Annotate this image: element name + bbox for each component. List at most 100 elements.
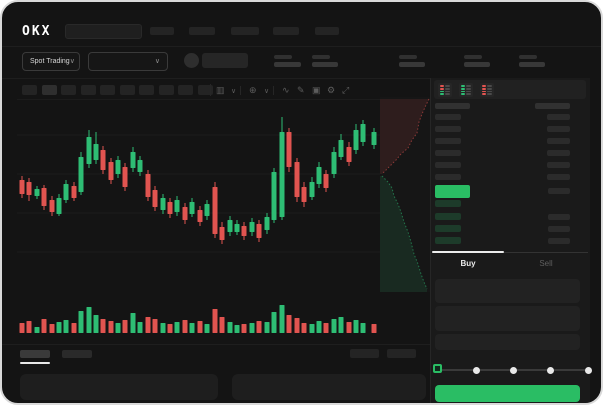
candle-body — [145, 174, 151, 197]
bottom-tab-2[interactable] — [62, 350, 92, 358]
slider-handle[interactable] — [432, 363, 442, 373]
order-form-field-1[interactable] — [435, 279, 580, 303]
book-icon-row — [461, 90, 471, 93]
volume-bar — [167, 324, 173, 333]
candle-body — [78, 157, 84, 192]
bottom-tab-1[interactable] — [20, 350, 50, 358]
volume-bar — [331, 319, 337, 333]
timeframe-pill-4[interactable] — [80, 85, 96, 95]
timeframe-pill-5[interactable] — [100, 85, 115, 95]
slider-stop-1[interactable] — [472, 366, 480, 374]
fullscreen-icon[interactable]: ⤢ — [342, 85, 350, 95]
candle-body — [346, 147, 352, 162]
timeframe-pill-1[interactable] — [22, 85, 37, 95]
candle-body — [34, 189, 40, 196]
nav-item-4[interactable] — [273, 27, 299, 35]
last-price-badge — [435, 185, 470, 198]
ask-amount-5 — [547, 162, 570, 168]
bid-price-3[interactable] — [435, 225, 461, 232]
market-type-dropdown[interactable]: Spot Trading ∨ — [22, 52, 80, 71]
tab-buy[interactable]: Buy — [460, 259, 476, 268]
indicator-icon[interactable]: ⊕ — [249, 85, 257, 95]
stat-label-4 — [464, 55, 482, 59]
slider-stop-2[interactable] — [510, 366, 517, 374]
volume-bar — [182, 320, 188, 333]
bid-price-2[interactable] — [435, 213, 461, 220]
timeframe-pill-6[interactable] — [119, 85, 135, 95]
timeframe-pill-8[interactable] — [158, 85, 174, 95]
timeframe-pill-10[interactable] — [197, 85, 213, 95]
candle-type-icon[interactable]: ▥ — [216, 85, 225, 95]
bottom-action-1[interactable] — [350, 349, 379, 358]
bid-price-4[interactable] — [435, 237, 461, 244]
settings-icon[interactable]: ⚙ — [327, 85, 336, 95]
book-bids-icon[interactable] — [459, 83, 473, 97]
ask-price-5[interactable] — [435, 162, 461, 168]
bottom-action-2[interactable] — [387, 349, 416, 358]
volume-bar — [309, 324, 315, 333]
ask-price-1[interactable] — [435, 114, 461, 120]
stat-label-3 — [399, 55, 417, 59]
candle-body — [122, 167, 128, 187]
line-icon[interactable]: ∿ — [282, 85, 290, 95]
nav-item-5[interactable] — [315, 27, 339, 35]
candle-body — [219, 227, 225, 240]
book-asks-icon[interactable] — [480, 83, 494, 97]
camera-icon[interactable]: ▣ — [312, 85, 321, 95]
candle-body — [316, 167, 322, 184]
book-icon-row — [440, 87, 450, 90]
nav-item-2[interactable] — [189, 27, 215, 35]
bid-amount-2 — [548, 214, 570, 220]
okx-logo[interactable]: OKX — [22, 24, 52, 39]
tab-sell[interactable]: Sell — [539, 259, 553, 268]
volume-bar — [353, 320, 359, 333]
bid-price-1[interactable] — [435, 200, 461, 207]
ask-price-2[interactable] — [435, 126, 461, 132]
volume-bar — [241, 324, 247, 333]
market-type-label: Spot Trading — [30, 58, 70, 65]
candle-body — [234, 224, 240, 232]
ask-price-4[interactable] — [435, 150, 461, 156]
book-icon-row — [440, 93, 450, 95]
volume-bar — [41, 319, 47, 333]
search-input[interactable] — [65, 24, 142, 39]
ask-price-3[interactable] — [435, 138, 461, 144]
ask-amount-6 — [547, 174, 570, 180]
volume-bar — [219, 317, 225, 333]
pair-name-placeholder[interactable] — [202, 53, 248, 68]
candle-body — [360, 124, 366, 142]
timeframe-pill-9[interactable] — [178, 85, 193, 95]
chevron-down-icon[interactable]: ∨ — [264, 88, 270, 95]
pair-dropdown[interactable]: ∨ — [88, 52, 168, 71]
tabs-baseline — [432, 252, 588, 253]
draw-icon[interactable]: ✎ — [297, 85, 305, 95]
order-form-field-3[interactable] — [435, 334, 580, 350]
candle-body — [323, 174, 329, 188]
candle-body — [41, 188, 47, 206]
timeframe-pill-7[interactable] — [139, 85, 154, 95]
candle-body — [241, 226, 247, 236]
book-icon-row — [482, 93, 492, 95]
buy-submit-button[interactable] — [435, 385, 580, 402]
book-icon-row — [482, 90, 492, 93]
slider-stop-4[interactable] — [584, 366, 592, 374]
volume-bar — [256, 321, 262, 333]
bottom-panel-2[interactable] — [232, 374, 426, 400]
book-both-icon[interactable] — [438, 83, 452, 97]
nav-item-3[interactable] — [231, 27, 259, 35]
candle-body — [182, 207, 188, 220]
chevron-down-icon[interactable]: ∨ — [231, 88, 237, 95]
volume-bar — [204, 324, 210, 333]
bottom-panel-1[interactable] — [20, 374, 218, 400]
ask-price-6[interactable] — [435, 174, 461, 180]
timeframe-pill-2[interactable] — [41, 85, 57, 95]
volume-bar — [26, 321, 32, 333]
nav-item-1[interactable] — [150, 27, 174, 35]
timeframe-pill-3[interactable] — [61, 85, 76, 95]
order-form-field-2[interactable] — [435, 306, 580, 331]
slider-stop-3[interactable] — [547, 366, 555, 374]
candle-body — [204, 204, 210, 216]
volume-bar — [78, 311, 84, 333]
stat-value-4 — [464, 62, 490, 67]
